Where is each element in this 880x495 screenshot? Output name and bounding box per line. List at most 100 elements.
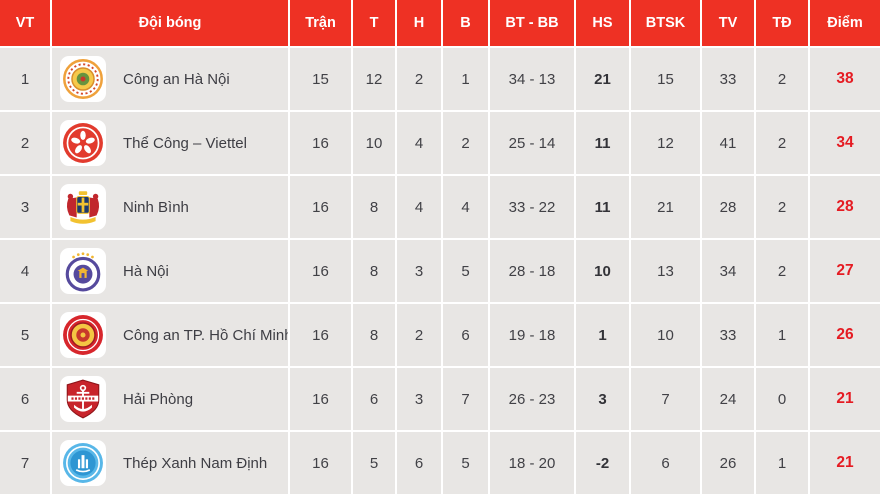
losses-cell: 2	[443, 112, 488, 174]
wins-cell: 10	[353, 112, 395, 174]
column-header-goals: BT - BB	[490, 0, 574, 46]
team-cell: Thép Xanh Nam Định	[52, 432, 288, 494]
column-header-played: Trận	[290, 0, 351, 46]
points-cell: 27	[810, 240, 880, 302]
team-logo-box	[60, 184, 106, 230]
rank-cell: 7	[0, 432, 50, 494]
matches-played-cell: 16	[290, 176, 351, 238]
column-header-gd: HS	[576, 0, 629, 46]
goals-for-against-cell: 26 - 23	[490, 368, 574, 430]
red-cards-cell: 1	[756, 304, 808, 366]
table-body: 1 Công an Hà Nội 15 12 2 1 34 - 13 21 15 33 2 38 2 …	[0, 48, 880, 494]
table-header-row: VT Đội bóng Trận T H B BT - BB HS BTSK TV TĐ Điểm	[0, 0, 880, 46]
rank-cell: 4	[0, 240, 50, 302]
goal-difference-cell: -2	[576, 432, 629, 494]
points-cell: 34	[810, 112, 880, 174]
team-logo-box	[60, 376, 106, 422]
team-logo-box	[60, 56, 106, 102]
team-name: Hải Phòng	[123, 390, 194, 408]
team-logo-box	[60, 120, 106, 166]
column-header-points: Điểm	[810, 0, 880, 46]
points-cell: 28	[810, 176, 880, 238]
wins-cell: 8	[353, 304, 395, 366]
away-goals-cell: 21	[631, 176, 700, 238]
team-name: Thể Công – Viettel	[123, 134, 247, 152]
losses-cell: 5	[443, 240, 488, 302]
away-goals-cell: 13	[631, 240, 700, 302]
table-row: 6 Hải Phòng 16 6 3 7 26 - 23 3 7 24 0 21	[0, 368, 880, 430]
team-name: Hà Nội	[123, 262, 169, 280]
losses-cell: 5	[443, 432, 488, 494]
yellow-cards-cell: 33	[702, 48, 754, 110]
yellow-cards-cell: 34	[702, 240, 754, 302]
column-header-drawn: H	[397, 0, 441, 46]
away-goals-cell: 12	[631, 112, 700, 174]
red-cards-cell: 1	[756, 432, 808, 494]
draws-cell: 4	[397, 112, 441, 174]
goal-difference-cell: 3	[576, 368, 629, 430]
away-goals-cell: 10	[631, 304, 700, 366]
matches-played-cell: 16	[290, 368, 351, 430]
team-cell: Ninh Bình	[52, 176, 288, 238]
rank-cell: 6	[0, 368, 50, 430]
column-header-lost: B	[443, 0, 488, 46]
team-logo-box	[60, 440, 106, 486]
matches-played-cell: 16	[290, 432, 351, 494]
table-row: 7 Thép Xanh Nam Định 16 5 6 5 18 - 20 -2 6 26 1 21	[0, 432, 880, 494]
points-cell: 21	[810, 432, 880, 494]
table-row: 5 Công an TP. Hồ Chí Minh 16 8 2 6 19 - 18 1 10…	[0, 304, 880, 366]
red-cards-cell: 2	[756, 48, 808, 110]
goals-for-against-cell: 34 - 13	[490, 48, 574, 110]
points-cell: 38	[810, 48, 880, 110]
team-cell: Thể Công – Viettel	[52, 112, 288, 174]
cong-an-ha-noi-crest-icon	[63, 59, 103, 99]
team-name: Công an TP. Hồ Chí Minh	[123, 326, 288, 344]
goal-difference-cell: 1	[576, 304, 629, 366]
the-cong-viettel-crest-icon	[63, 123, 103, 163]
wins-cell: 6	[353, 368, 395, 430]
goals-for-against-cell: 18 - 20	[490, 432, 574, 494]
ha-noi-crest-icon	[65, 252, 101, 292]
column-header-team: Đội bóng	[52, 0, 288, 46]
thep-xanh-nam-dinh-crest-icon	[63, 443, 103, 483]
column-header-pos: VT	[0, 0, 50, 46]
column-header-td: TĐ	[756, 0, 808, 46]
losses-cell: 4	[443, 176, 488, 238]
away-goals-cell: 7	[631, 368, 700, 430]
table-row: 4 Hà Nội 16 8 3 5 28 - 18 10 13 34 2 27	[0, 240, 880, 302]
matches-played-cell: 16	[290, 240, 351, 302]
ninh-binh-crest-icon	[66, 191, 100, 224]
rank-cell: 2	[0, 112, 50, 174]
matches-played-cell: 15	[290, 48, 351, 110]
draws-cell: 3	[397, 368, 441, 430]
column-header-tv: TV	[702, 0, 754, 46]
rank-cell: 3	[0, 176, 50, 238]
losses-cell: 1	[443, 48, 488, 110]
cong-an-tphcm-crest-icon	[63, 315, 103, 355]
red-cards-cell: 2	[756, 112, 808, 174]
draws-cell: 3	[397, 240, 441, 302]
draws-cell: 6	[397, 432, 441, 494]
goals-for-against-cell: 28 - 18	[490, 240, 574, 302]
team-cell: Công an TP. Hồ Chí Minh	[52, 304, 288, 366]
goal-difference-cell: 11	[576, 112, 629, 174]
goals-for-against-cell: 19 - 18	[490, 304, 574, 366]
team-logo-box	[60, 248, 106, 294]
away-goals-cell: 15	[631, 48, 700, 110]
goal-difference-cell: 10	[576, 240, 629, 302]
wins-cell: 12	[353, 48, 395, 110]
yellow-cards-cell: 41	[702, 112, 754, 174]
goal-difference-cell: 21	[576, 48, 629, 110]
yellow-cards-cell: 24	[702, 368, 754, 430]
red-cards-cell: 2	[756, 240, 808, 302]
draws-cell: 4	[397, 176, 441, 238]
table-row: 1 Công an Hà Nội 15 12 2 1 34 - 13 21 15 33 2 38	[0, 48, 880, 110]
column-header-won: T	[353, 0, 395, 46]
team-name: Thép Xanh Nam Định	[123, 454, 268, 472]
goals-for-against-cell: 25 - 14	[490, 112, 574, 174]
points-cell: 26	[810, 304, 880, 366]
team-logo-box	[60, 312, 106, 358]
goals-for-against-cell: 33 - 22	[490, 176, 574, 238]
matches-played-cell: 16	[290, 112, 351, 174]
points-cell: 21	[810, 368, 880, 430]
